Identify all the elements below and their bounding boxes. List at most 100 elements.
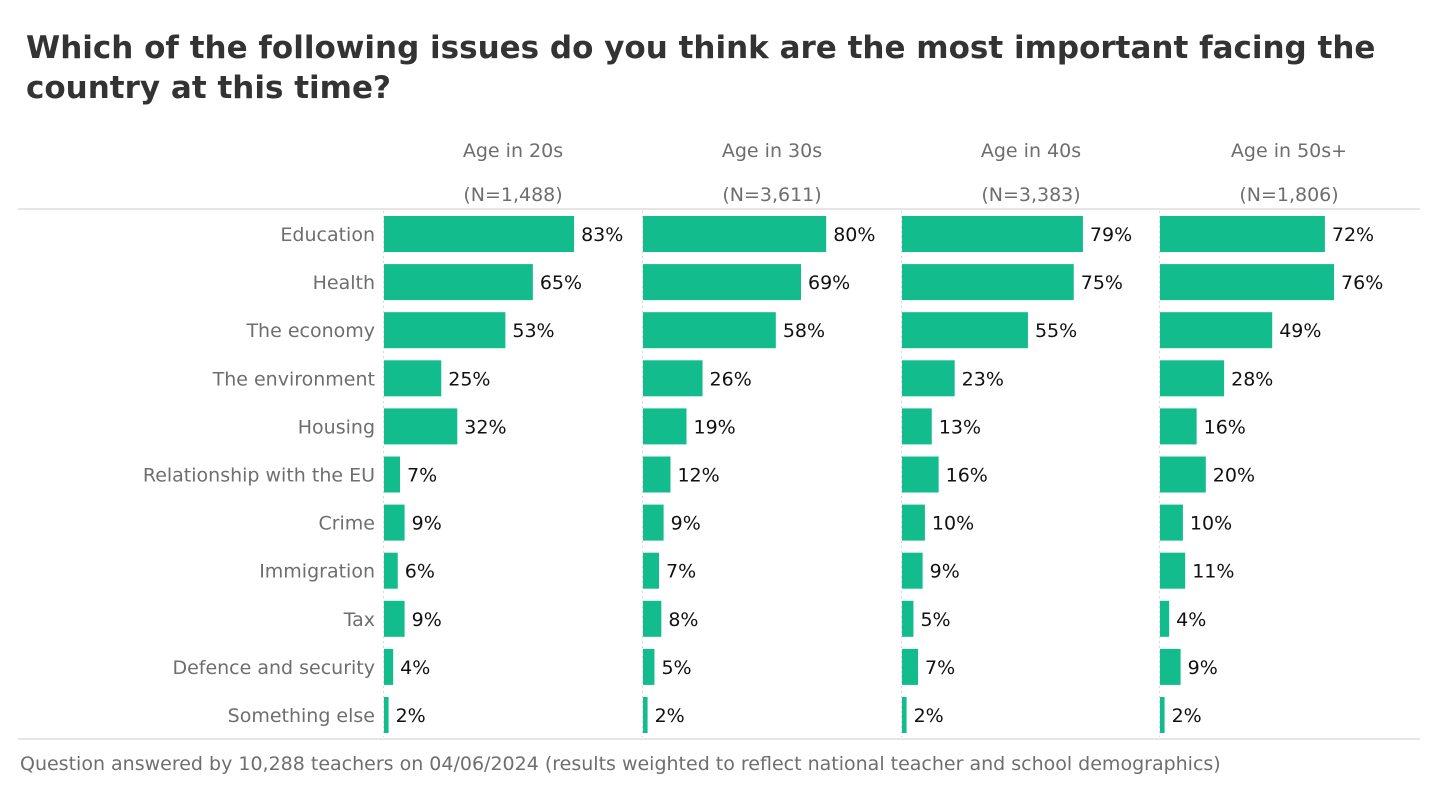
row-label-10: Defence and security bbox=[172, 657, 375, 679]
bar-s3-r11 bbox=[902, 697, 907, 733]
bar-s1-r1 bbox=[384, 216, 575, 252]
data-label-s4-r1: 72% bbox=[1332, 224, 1374, 246]
row-label-7: Crime bbox=[318, 513, 375, 535]
bar-s4-r10 bbox=[1160, 648, 1181, 685]
row-label-2: Health bbox=[313, 272, 375, 294]
bar-s4-r5 bbox=[1160, 408, 1197, 445]
data-label-s1-r4: 25% bbox=[448, 368, 490, 390]
data-label-s3-r8: 9% bbox=[930, 561, 960, 583]
bar-s1-r8 bbox=[384, 552, 398, 589]
data-label-s4-r11: 2% bbox=[1172, 705, 1202, 727]
column-n-label-3: (N=3,383) bbox=[981, 184, 1080, 206]
bar-s3-r1 bbox=[902, 216, 1083, 252]
data-label-s4-r2: 76% bbox=[1341, 272, 1383, 294]
bar-s3-r7 bbox=[902, 504, 925, 541]
bar-s3-r4 bbox=[902, 360, 955, 397]
data-label-s3-r1: 79% bbox=[1090, 224, 1132, 246]
bar-s3-r6 bbox=[902, 456, 939, 493]
data-label-s2-r2: 69% bbox=[808, 272, 850, 294]
chart-title: Which of the following issues do you thi… bbox=[26, 30, 1376, 106]
bar-s2-r9 bbox=[643, 600, 662, 637]
bar-s2-r3 bbox=[643, 312, 776, 349]
data-label-s1-r8: 6% bbox=[405, 561, 435, 583]
data-label-s1-r11: 2% bbox=[396, 705, 426, 727]
data-label-s4-r9: 4% bbox=[1176, 609, 1206, 631]
data-label-s4-r8: 11% bbox=[1192, 561, 1234, 583]
bar-s4-r11 bbox=[1160, 697, 1165, 733]
bar-s2-r8 bbox=[643, 552, 660, 589]
data-label-s2-r4: 26% bbox=[710, 368, 752, 390]
bar-s1-r6 bbox=[384, 456, 401, 493]
data-label-s2-r10: 5% bbox=[661, 657, 691, 679]
data-label-s2-r5: 19% bbox=[694, 416, 736, 438]
row-label-4: The environment bbox=[212, 368, 375, 390]
data-label-s1-r6: 7% bbox=[407, 465, 437, 487]
data-label-s3-r10: 7% bbox=[925, 657, 955, 679]
row-label-8: Immigration bbox=[259, 561, 375, 583]
row-label-1: Education bbox=[280, 224, 375, 246]
data-label-s3-r4: 23% bbox=[962, 368, 1004, 390]
data-label-s1-r2: 65% bbox=[540, 272, 582, 294]
bar-s3-r9 bbox=[902, 600, 914, 637]
data-label-s4-r5: 16% bbox=[1204, 416, 1246, 438]
chart-footnote: Question answered by 10,288 teachers on … bbox=[20, 753, 1221, 775]
bar-s4-r1 bbox=[1160, 216, 1325, 252]
bar-s2-r2 bbox=[643, 264, 802, 301]
bar-s1-r3 bbox=[384, 312, 506, 349]
row-label-9: Tax bbox=[343, 609, 375, 631]
bar-s3-r10 bbox=[902, 648, 919, 685]
bar-s2-r1 bbox=[643, 216, 827, 252]
bar-s2-r4 bbox=[643, 360, 703, 397]
data-label-s3-r3: 55% bbox=[1035, 320, 1077, 342]
bar-s3-r8 bbox=[902, 552, 923, 589]
bar-s1-r4 bbox=[384, 360, 442, 397]
column-n-label-2: (N=3,611) bbox=[722, 184, 821, 206]
bar-s4-r8 bbox=[1160, 552, 1186, 589]
data-label-s4-r6: 20% bbox=[1213, 465, 1255, 487]
data-label-s2-r6: 12% bbox=[677, 465, 719, 487]
data-label-s1-r7: 9% bbox=[412, 513, 442, 535]
data-label-s4-r4: 28% bbox=[1231, 368, 1273, 390]
row-label-11: Something else bbox=[228, 705, 375, 727]
bar-s3-r5 bbox=[902, 408, 932, 445]
data-label-s4-r3: 49% bbox=[1279, 320, 1321, 342]
bar-s1-r2 bbox=[384, 264, 533, 301]
data-label-s4-r7: 10% bbox=[1190, 513, 1232, 535]
row-label-3: The economy bbox=[245, 320, 375, 342]
bar-s4-r7 bbox=[1160, 504, 1183, 541]
bar-s2-r11 bbox=[643, 697, 648, 733]
column-n-label-1: (N=1,488) bbox=[463, 184, 562, 206]
data-label-s1-r5: 32% bbox=[464, 416, 506, 438]
column-header-2: Age in 30s bbox=[722, 140, 822, 162]
row-label-6: Relationship with the EU bbox=[143, 465, 375, 487]
row-label-5: Housing bbox=[298, 416, 375, 438]
column-header-4: Age in 50s+ bbox=[1231, 140, 1347, 162]
data-label-s2-r8: 7% bbox=[666, 561, 696, 583]
data-label-s3-r7: 10% bbox=[932, 513, 974, 535]
bar-s1-r7 bbox=[384, 504, 405, 541]
data-label-s1-r3: 53% bbox=[512, 320, 554, 342]
bar-s4-r2 bbox=[1160, 264, 1335, 301]
bar-s3-r3 bbox=[902, 312, 1028, 349]
data-label-s1-r1: 83% bbox=[581, 224, 623, 246]
data-label-s3-r5: 13% bbox=[939, 416, 981, 438]
bar-s2-r5 bbox=[643, 408, 687, 445]
column-header-1: Age in 20s bbox=[463, 140, 563, 162]
data-label-s3-r11: 2% bbox=[914, 705, 944, 727]
data-label-s3-r9: 5% bbox=[920, 609, 950, 631]
data-label-s3-r2: 75% bbox=[1081, 272, 1123, 294]
bar-s4-r9 bbox=[1160, 600, 1170, 637]
bar-s4-r4 bbox=[1160, 360, 1225, 397]
data-label-s4-r10: 9% bbox=[1188, 657, 1218, 679]
data-label-s2-r7: 9% bbox=[671, 513, 701, 535]
data-label-s2-r3: 58% bbox=[783, 320, 825, 342]
column-n-label-4: (N=1,806) bbox=[1239, 184, 1338, 206]
data-label-s3-r6: 16% bbox=[946, 465, 988, 487]
data-label-s2-r11: 2% bbox=[655, 705, 685, 727]
data-label-s2-r1: 80% bbox=[833, 224, 875, 246]
bar-s2-r6 bbox=[643, 456, 671, 493]
data-label-s1-r9: 9% bbox=[412, 609, 442, 631]
bar-s1-r11 bbox=[384, 697, 389, 733]
bar-s2-r10 bbox=[643, 648, 655, 685]
data-label-s1-r10: 4% bbox=[400, 657, 430, 679]
